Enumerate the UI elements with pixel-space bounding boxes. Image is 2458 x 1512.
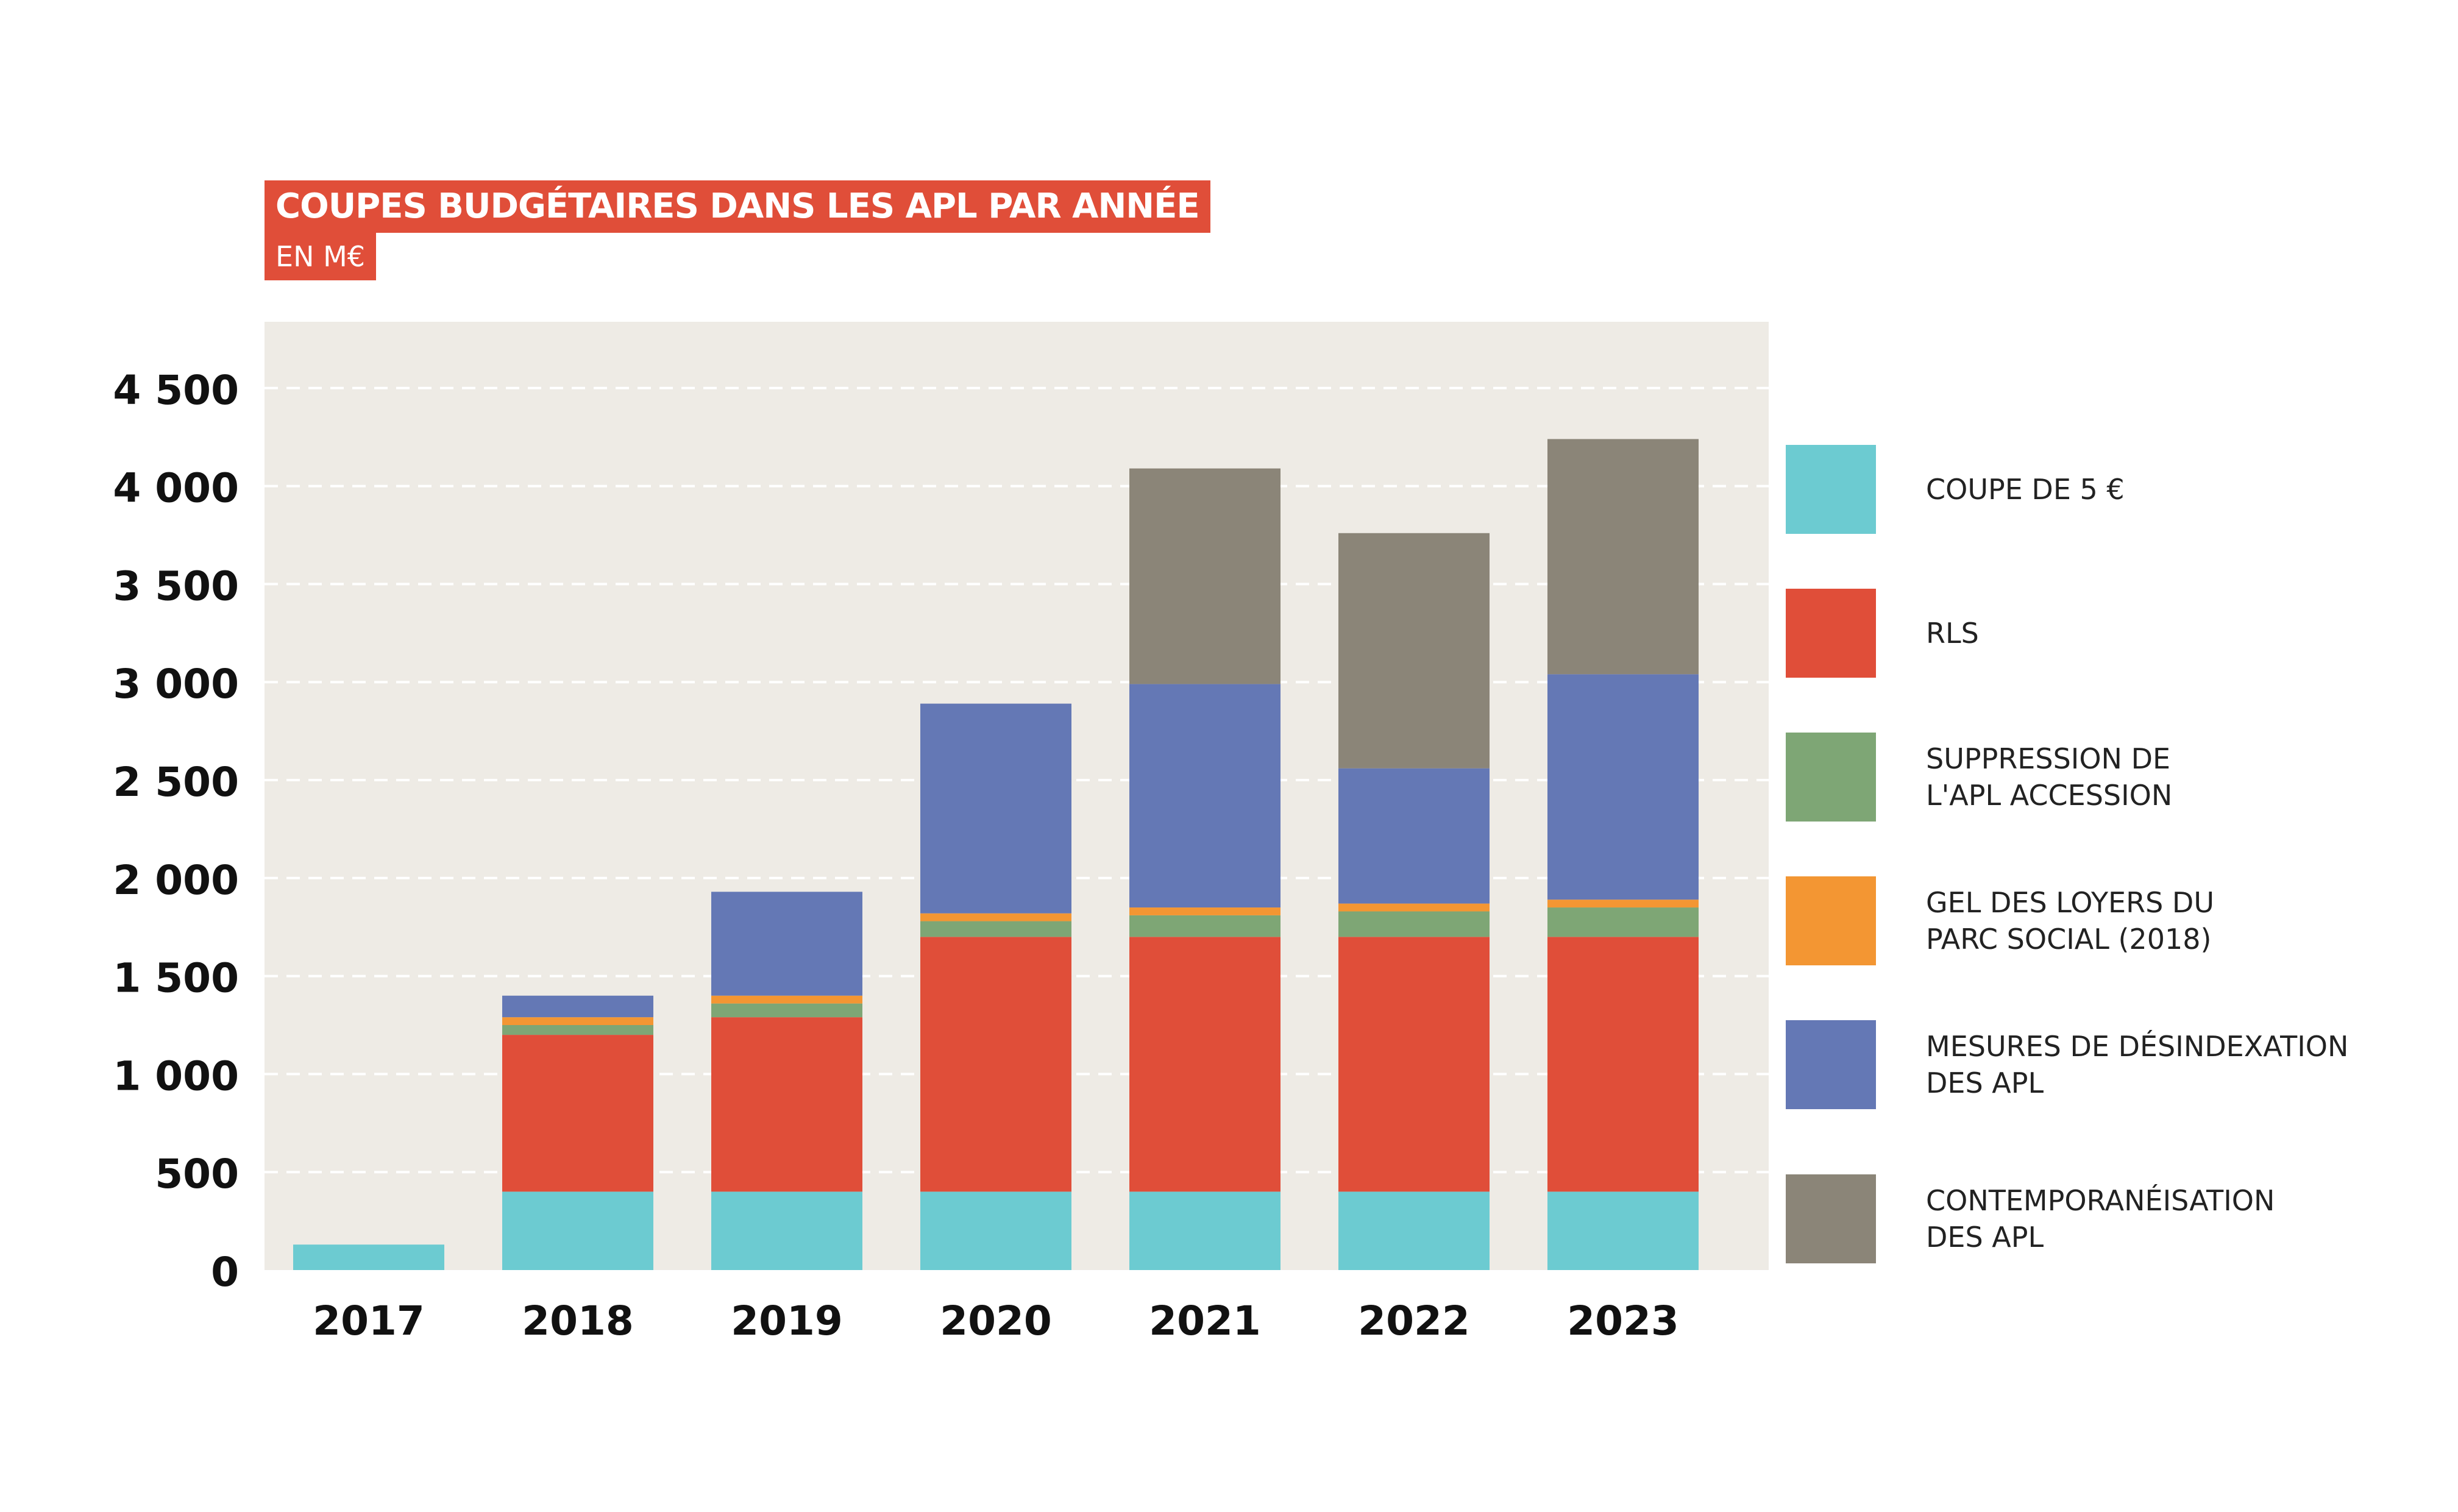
y-tick-label: 4 500	[113, 367, 239, 414]
bar-segment-2018-s1	[502, 1035, 653, 1192]
y-tick-label: 0	[211, 1249, 239, 1296]
bar-segment-2021-s0	[1129, 1191, 1281, 1270]
y-tick-label: 500	[155, 1151, 239, 1198]
x-tick-label: 2022	[1358, 1297, 1470, 1344]
x-tick-label: 2021	[1149, 1297, 1261, 1344]
bar-segment-2023-s1	[1547, 937, 1699, 1192]
legend-item: RLS	[1786, 589, 2432, 678]
x-axis-ticks: 2017 2018 2019 2020 2021 2022 2023	[313, 1297, 1679, 1344]
bar-segment-2023-s3	[1547, 900, 1699, 908]
legend-label: COUPE DE 5 €	[1926, 473, 2125, 506]
legend-item: CONTEMPORANÉISATION DES APL	[1786, 1174, 2432, 1263]
bar-segment-2022-s2	[1338, 911, 1490, 937]
y-tick-label: 3 000	[113, 661, 239, 708]
y-tick-label: 2 000	[113, 857, 239, 904]
legend-item: MESURES DE DÉSINDEXATION DES APL	[1786, 1020, 2432, 1109]
bar-segment-2022-s5	[1338, 533, 1490, 768]
bar-segment-2023-s4	[1547, 674, 1699, 900]
bar-segment-2023-s0	[1547, 1191, 1699, 1270]
bar-segment-2019-s3	[711, 995, 862, 1004]
legend-label: GEL DES LOYERS DU PARC SOCIAL (2018)	[1926, 886, 2214, 956]
legend-label: SUPPRESSION DE L'APL ACCESSION	[1926, 742, 2173, 812]
bar-segment-2019-s1	[711, 1017, 862, 1192]
y-tick-label: 1 000	[113, 1052, 239, 1099]
y-tick-label: 1 500	[113, 955, 239, 1002]
legend-item: COUPE DE 5 €	[1786, 445, 2432, 534]
bar-segment-2022-s4	[1338, 768, 1490, 904]
bar-segment-2019-s0	[711, 1191, 862, 1270]
y-tick-label: 4 000	[113, 465, 239, 512]
y-tick-label: 3 500	[113, 563, 239, 609]
x-tick-label: 2017	[313, 1297, 425, 1344]
x-tick-label: 2020	[940, 1297, 1052, 1344]
bars	[293, 439, 1699, 1270]
chart-subtitle: EN M€	[265, 233, 377, 280]
bar-segment-2020-s0	[920, 1191, 1071, 1270]
chart-title: COUPES BUDGÉTAIRES DANS LES APL PAR ANNÉ…	[265, 180, 1210, 233]
legend-swatch	[1786, 1174, 1876, 1263]
bar-segment-2019-s4	[711, 892, 862, 996]
bar-segment-2019-s2	[711, 1003, 862, 1018]
bar-segment-2018-s4	[502, 995, 653, 1018]
bar-segment-2021-s5	[1129, 468, 1281, 684]
x-tick-label: 2018	[522, 1297, 634, 1344]
bar-segment-2018-s0	[502, 1191, 653, 1270]
x-tick-label: 2023	[1567, 1297, 1679, 1344]
bar-segment-2017-s0	[293, 1244, 444, 1270]
bar-segment-2022-s3	[1338, 903, 1490, 912]
y-tick-label: 2 500	[113, 759, 239, 806]
bar-segment-2021-s1	[1129, 937, 1281, 1192]
bar-segment-2023-s2	[1547, 907, 1699, 937]
legend-swatch	[1786, 1020, 1876, 1109]
bar-segment-2020-s4	[920, 703, 1071, 914]
bar-segment-2021-s2	[1129, 915, 1281, 937]
bar-segment-2020-s2	[920, 921, 1071, 937]
bar-segment-2021-s3	[1129, 907, 1281, 915]
bar-segment-2021-s4	[1129, 684, 1281, 908]
legend-item: GEL DES LOYERS DU PARC SOCIAL (2018)	[1786, 876, 2432, 965]
x-tick-label: 2019	[731, 1297, 843, 1344]
legend-swatch	[1786, 733, 1876, 822]
legend-swatch	[1786, 445, 1876, 534]
legend-swatch	[1786, 876, 1876, 965]
bar-segment-2020-s1	[920, 937, 1071, 1192]
y-axis-ticks: 0 500 1 000 1 500 2 000 2 500 3 000 3 500 4 000 4…	[113, 367, 239, 1296]
bar-segment-2020-s3	[920, 913, 1071, 921]
bar-segment-2018-s2	[502, 1025, 653, 1035]
legend-label: MESURES DE DÉSINDEXATION DES APL	[1926, 1030, 2349, 1099]
bar-segment-2018-s3	[502, 1017, 653, 1025]
bar-segment-2022-s0	[1338, 1191, 1490, 1270]
legend-item: SUPPRESSION DE L'APL ACCESSION	[1786, 733, 2432, 822]
bar-segment-2023-s5	[1547, 439, 1699, 675]
legend-swatch	[1786, 589, 1876, 678]
bar-segment-2022-s1	[1338, 937, 1490, 1192]
legend-label: RLS	[1926, 617, 1979, 650]
legend-label: CONTEMPORANÉISATION DES APL	[1926, 1184, 2275, 1254]
